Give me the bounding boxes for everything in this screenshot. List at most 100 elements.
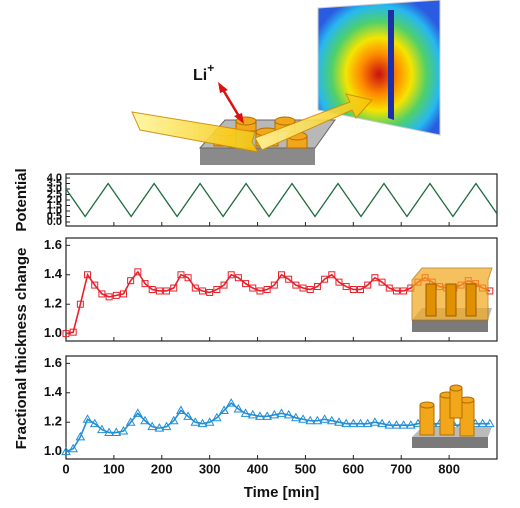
marker [255,411,265,420]
marker [89,418,100,428]
y-tick-label: 2.0 [47,194,62,206]
marker [484,418,495,428]
marker [112,291,120,299]
marker [291,412,301,422]
marker [148,286,156,293]
illustration: Li+ [131,0,441,165]
y-tick-label: 3.0 [47,183,62,195]
marker [75,431,86,441]
marker [176,405,186,414]
y-tick-label: 1.2 [44,414,62,429]
marker [270,281,278,289]
marker [183,411,193,420]
y-tick-label: 1.6 [44,355,62,370]
marker [305,415,316,425]
y-tick-label: 1.0 [47,205,62,217]
y-tick-label: 4.0 [47,172,62,184]
marker [285,275,293,283]
marker [68,443,79,453]
marker [256,287,264,295]
marker [220,281,228,289]
reflected-beam [254,93,373,151]
marker [335,278,343,286]
marker [91,281,99,289]
marker [283,409,294,419]
marker [198,287,206,295]
x-tick-label: 400 [247,461,269,476]
marker [298,414,308,423]
marker [240,408,251,417]
marker [140,415,150,425]
marker [364,281,372,289]
panel: 0.00.51.01.52.02.53.03.54.0 Potential [13,168,498,232]
marker [357,286,365,293]
y-tick-label: 1.4 [44,384,63,399]
marker [155,287,163,295]
x-tick-label: 500 [295,461,317,476]
marker [348,418,359,428]
marker [334,417,344,426]
marker [299,284,307,292]
y-tick-label: 1.4 [44,266,63,281]
panel: 1.0 1.2 1.4 1.6 0 100 200 300 400 500 600 700 800 Tim… [44,222,498,501]
marker [398,420,409,429]
marker [82,414,93,423]
marker [206,288,214,296]
series-line [65,402,490,453]
marker [111,427,122,437]
marker [378,278,386,286]
marker [104,427,114,437]
marker [132,408,143,417]
x-tick-label: 0 [62,461,69,476]
y-tick-label: 1.5 [47,199,62,211]
y-axis-label: Fractional thickness change [13,248,30,450]
marker [197,418,208,428]
marker [371,274,379,282]
marker [326,415,337,425]
marker [134,268,142,276]
marker [377,418,387,428]
marker [154,423,165,432]
plot-frame [65,237,498,342]
marker [211,412,222,422]
marker [61,446,71,456]
marker [313,283,321,291]
ion-charge: + [207,61,214,75]
marker [76,300,84,308]
y-tick-label: 1.2 [44,296,62,311]
marker [98,290,106,298]
marker [328,271,336,279]
marker [384,420,395,429]
heatmap [317,0,441,136]
plot-frame [65,355,498,460]
ion-arrow [220,87,242,119]
marker [234,274,242,282]
y-tick-label: 0.0 [47,216,62,228]
marker [233,403,244,413]
y-tick-label: 1.0 [44,325,62,340]
x-tick-label: 800 [438,461,460,476]
marker [370,417,380,426]
inset-a [411,267,493,332]
marker [349,286,357,293]
marker [127,277,135,285]
marker [405,420,416,429]
marker [362,418,373,428]
series-line [65,182,498,218]
marker [477,418,488,428]
marker [342,283,350,291]
marker [249,284,257,292]
y-axis-label: Potential [13,168,30,231]
x-tick-label: 300 [199,461,221,476]
inset-b [412,384,492,448]
marker [141,280,149,288]
marker [62,330,70,338]
x-tick-label: 700 [390,461,412,476]
marker [184,274,192,282]
marker [321,275,329,283]
arrow-head [234,113,244,124]
marker [306,286,314,293]
marker [400,287,408,295]
